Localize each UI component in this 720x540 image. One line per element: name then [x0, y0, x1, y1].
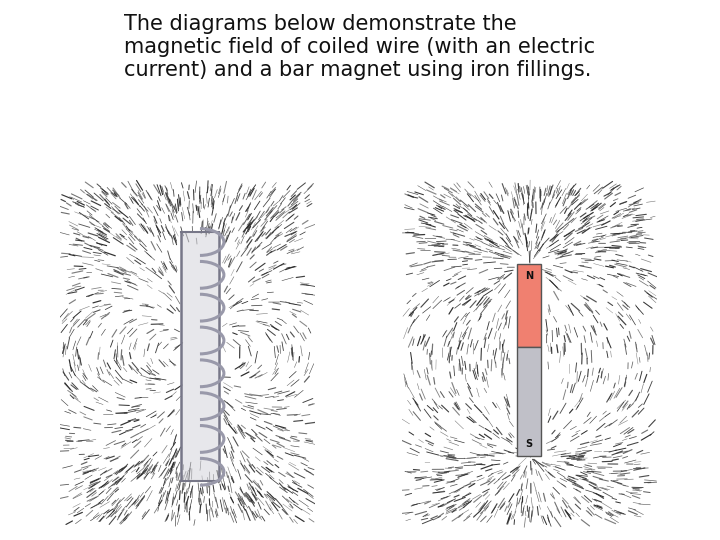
Bar [181, 232, 219, 481]
Text: S: S [526, 438, 533, 449]
Bar [517, 265, 541, 347]
Bar [517, 347, 541, 456]
Text: The diagrams below demonstrate the
magnetic field of coiled wire (with an electr: The diagrams below demonstrate the magne… [125, 14, 595, 80]
Text: N: N [525, 272, 534, 281]
